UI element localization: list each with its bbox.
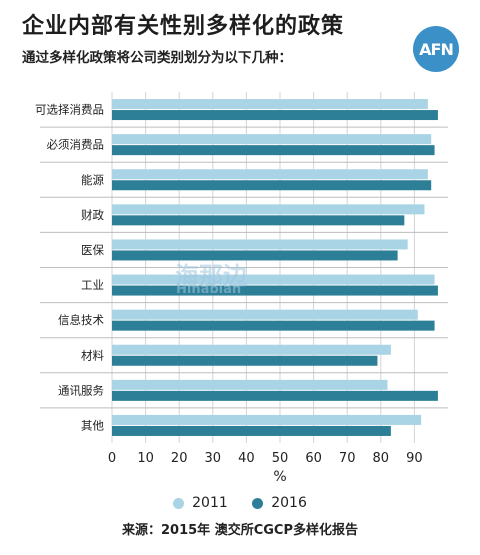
bar-2011 <box>112 169 428 180</box>
x-tick-label: 30 <box>205 451 222 466</box>
bar-2016 <box>112 215 405 226</box>
chart-title: 企业内部有关性别多样化的政策 <box>22 14 345 39</box>
bar-2011 <box>112 344 391 355</box>
category-label: 医保 <box>81 243 104 257</box>
category-label: 财政 <box>81 208 104 222</box>
x-tick-label: 0 <box>108 451 116 466</box>
x-tick-label: 60 <box>305 451 322 466</box>
watermark-cn: 海那边 <box>175 262 247 290</box>
bar-2016 <box>112 145 435 156</box>
category-label: 必须消费品 <box>47 138 105 152</box>
bar-2016 <box>112 390 438 401</box>
category-label: 通讯服务 <box>58 383 104 397</box>
category-label: 能源 <box>81 173 104 187</box>
bar-2016 <box>112 355 378 366</box>
bar-2011 <box>112 239 408 250</box>
watermark-en: Hinabian <box>176 282 242 297</box>
bar-2011 <box>112 414 422 425</box>
x-tick-label: 80 <box>373 451 390 466</box>
bar-2011 <box>112 204 425 215</box>
category-label: 可选择消费品 <box>35 103 104 117</box>
legend-label-2016: 2016 <box>271 495 307 511</box>
x-tick-label: 70 <box>339 451 356 466</box>
category-label: 工业 <box>81 278 104 292</box>
chart-subtitle: 通过多样化政策将公司类别划分为以下几种： <box>22 50 292 66</box>
category-label: 信息技术 <box>58 313 104 327</box>
source-note: 来源：2015年 澳交所CGCP多样化报告 <box>122 523 358 538</box>
legend-swatch-2016 <box>252 497 264 509</box>
legend-label-2011: 2011 <box>192 495 228 511</box>
x-tick-label: 90 <box>406 451 423 466</box>
bar-2011 <box>112 379 388 390</box>
bar-2016 <box>112 180 432 191</box>
category-label: 其他 <box>81 418 104 432</box>
legend-item-2011: 2011 <box>173 495 228 511</box>
bar-2011 <box>112 309 418 320</box>
legend: 2011 2016 <box>0 495 480 513</box>
x-tick-label: 10 <box>137 451 154 466</box>
x-tick-label: 40 <box>238 451 255 466</box>
x-tick-label: 50 <box>272 451 289 466</box>
bar-2011 <box>112 274 435 285</box>
legend-swatch-2011 <box>173 497 185 509</box>
x-axis-label: % <box>273 469 286 485</box>
bar-2011 <box>112 99 428 110</box>
bar-2016 <box>112 285 438 296</box>
bar-2016 <box>112 320 435 331</box>
x-tick-label: 20 <box>171 451 188 466</box>
afn-logo: AFN <box>413 26 459 72</box>
bar-2016 <box>112 250 398 261</box>
category-label: 材料 <box>81 348 104 362</box>
legend-item-2016: 2016 <box>252 495 307 511</box>
bar-2011 <box>112 134 432 145</box>
bar-2016 <box>112 425 391 436</box>
bar-2016 <box>112 110 438 121</box>
